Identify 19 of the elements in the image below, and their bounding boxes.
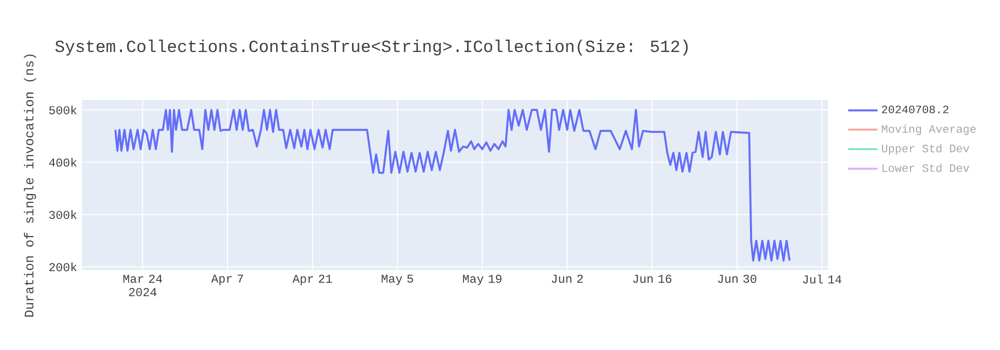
x-tick-label: Jun 16 <box>633 274 672 283</box>
x-tick-label: May 19 <box>463 274 502 286</box>
x-tick-label: Jul 14 <box>802 274 842 284</box>
x-tick-label: Jun 30 <box>718 274 756 283</box>
legend-label: Upper Std Dev <box>882 144 970 155</box>
x-tick-label: Jun 2 <box>552 274 583 283</box>
x-tick-label: Apr 7 <box>211 274 244 286</box>
x-tick-label: Mar 24 2024 <box>123 274 162 296</box>
chart-title: System.Collections.ContainsTrue<String>.ICollection(Size: 512) <box>55 40 688 56</box>
y-tick-label: 400k <box>49 158 77 167</box>
y-tick-label: 200k <box>49 262 77 272</box>
y-axis-title: Duration of single invocation (ns) <box>24 54 36 317</box>
y-tick-label: 300k <box>49 210 77 219</box>
legend-label: 20240708.2 <box>882 106 948 114</box>
x-tick-label: May 5 <box>382 274 414 286</box>
legend-label: Lower Std Dev <box>882 164 970 172</box>
y-tick-label: 500k <box>49 106 77 114</box>
legend-label: Moving Average <box>882 124 976 136</box>
x-tick-label: Apr 21 <box>292 274 332 286</box>
